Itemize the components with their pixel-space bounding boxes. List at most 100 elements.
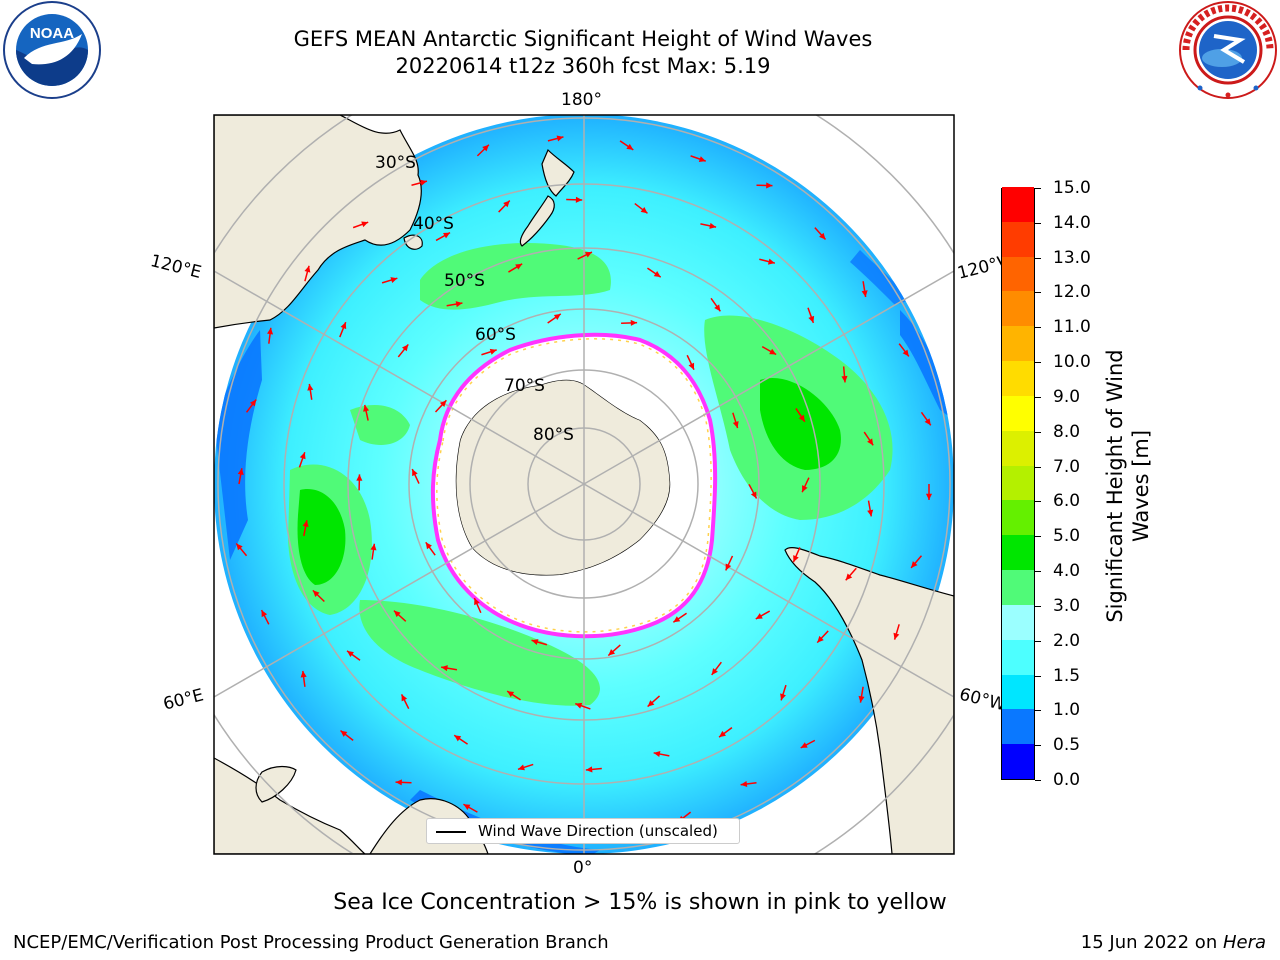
wind-direction-arrow-icon [474, 598, 480, 606]
wind-direction-arrow-icon [299, 452, 306, 460]
wind-direction-arrow-icon [361, 221, 369, 228]
colorbar-tick-label: 3.0 [1053, 595, 1081, 616]
colorbar-tick-label: 5.0 [1053, 526, 1081, 547]
wind-direction-arrow-icon [630, 319, 638, 326]
noaa-logo: NOAA [3, 1, 101, 99]
wave-patch [359, 600, 600, 706]
wind-direction-arrow-icon [867, 509, 874, 517]
wind-direction-arrow-icon [340, 322, 347, 330]
colorbar-bin [1002, 430, 1034, 466]
colorbar-tick-mark [1035, 396, 1041, 398]
wind-direction-arrow-icon [401, 694, 408, 702]
wind-direction-arrow-icon [393, 610, 401, 618]
noaa-text: NOAA [30, 25, 74, 42]
wind-direction-arrow-icon [725, 563, 732, 571]
footer-host: Hera [1222, 932, 1266, 953]
wind-direction-arrow-icon [585, 766, 593, 773]
colorbar-tick-label: 0.5 [1053, 735, 1081, 756]
footer-credit: NCEP/EMC/Verification Post Processing Pr… [13, 932, 609, 953]
lon-label-0: 0° [573, 858, 593, 878]
wind-direction-arrow-icon [420, 179, 427, 186]
colorbar-tick-label: 14.0 [1053, 212, 1091, 233]
wind-direction-arrow-icon [441, 665, 448, 672]
wave-patch [297, 489, 346, 585]
wind-direction-arrow-icon [307, 383, 314, 391]
colorbar-bin [1002, 395, 1034, 431]
wind-direction-arrow-icon [489, 348, 497, 355]
wind-direction-arrow-icon [390, 277, 398, 283]
colorbar-bin [1002, 708, 1034, 745]
wind-direction-arrow-icon [653, 271, 661, 278]
colorbar-bin [1002, 290, 1034, 327]
lon-label-180: 180° [561, 90, 602, 110]
map-legend: Wind Wave Direction (unscaled) [426, 818, 740, 844]
colorbar-bin [1002, 221, 1034, 257]
colorbar-bin [1002, 325, 1034, 362]
wind-direction-arrow-icon [817, 635, 824, 643]
colorbar-tick-label: 7.0 [1053, 456, 1081, 477]
colorbar-tick-mark [1035, 292, 1041, 294]
wind-direction-arrow-icon [714, 304, 721, 312]
map-area [214, 115, 954, 854]
wind-direction-arrow-icon [640, 207, 648, 214]
wind-direction-arrow-icon [647, 700, 655, 707]
wind-direction-arrow-icon [845, 573, 853, 581]
wave-patch [350, 405, 410, 445]
wind-direction-arrow-icon [556, 135, 564, 142]
colorbar-tick-label: 9.0 [1053, 386, 1081, 407]
wind-direction-arrow-icon [808, 315, 815, 323]
wind-direction-arrow-icon [401, 344, 409, 352]
colorbar-tick-label: 1.5 [1053, 665, 1081, 686]
colorbar-tick-label: 10.0 [1053, 352, 1091, 373]
wind-direction-arrow-icon [819, 232, 826, 240]
wind-direction-arrow-icon [740, 780, 748, 788]
wind-direction-arrow-icon [312, 590, 320, 597]
wind-direction-arrow-icon [425, 542, 432, 550]
wind-direction-arrow-icon [800, 742, 808, 748]
colorbar-label-line2: Waves [m] [1129, 429, 1153, 543]
wind-direction-arrow-icon [893, 632, 900, 640]
colorbar-bin [1002, 674, 1034, 710]
wind-direction-arrow-icon [356, 474, 363, 481]
wind-direction-arrow-icon [249, 399, 257, 407]
wind-direction-arrow-icon [925, 493, 933, 500]
wind-direction-arrow-icon [608, 649, 616, 656]
wind-direction-arrow-icon [653, 751, 661, 758]
colorbar-bin [1002, 360, 1034, 396]
wind-direction-arrow-icon [767, 258, 775, 265]
wind-direction-arrow-icon [858, 695, 865, 703]
colorbar-tick-label: 4.0 [1053, 561, 1081, 582]
wind-direction-arrow-icon [750, 491, 757, 499]
colorbar-bin [1002, 499, 1034, 536]
colorbar-tick-label: 12.0 [1053, 282, 1091, 303]
wind-direction-arrow-icon [370, 543, 377, 551]
map-frame [213, 114, 955, 855]
lat-label-40s: 40°S [413, 214, 454, 234]
wind-direction-arrow-icon [553, 313, 561, 320]
map-subtitle: 20220614 t12z 360h fcst Max: 5.19 [395, 54, 771, 78]
wind-direction-arrow-icon [709, 222, 717, 229]
wind-direction-arrow-icon [237, 468, 244, 476]
wind-direction-arrow-icon [766, 182, 773, 189]
wind-direction-arrow-icon [793, 555, 799, 563]
colorbar-tick-mark [1035, 466, 1041, 468]
wind-direction-arrow-icon [395, 779, 402, 786]
ice-edge [430, 332, 718, 639]
wind-direction-arrow-icon [302, 520, 309, 528]
nws-logo [1179, 1, 1277, 99]
wind-direction-arrow-icon [503, 200, 510, 208]
colorbar-tick-label: 13.0 [1053, 247, 1091, 268]
wave-patch [760, 378, 841, 470]
colorbar-tick-mark [1035, 640, 1041, 642]
colorbar [1001, 186, 1035, 780]
wind-direction-arrow-icon [575, 196, 583, 203]
wind-direction-arrow-icon [841, 375, 848, 383]
map-title: GEFS MEAN Antarctic Significant Height o… [293, 27, 873, 51]
wind-direction-arrow-icon [363, 404, 370, 412]
lat-label-60s: 60°S [475, 325, 516, 345]
wave-patch [420, 243, 611, 310]
colorbar-tick-mark [1035, 571, 1041, 573]
wind-direction-arrow-icon [347, 650, 354, 658]
footer-date: 15 Jun 2022 on Hera [1081, 932, 1266, 953]
